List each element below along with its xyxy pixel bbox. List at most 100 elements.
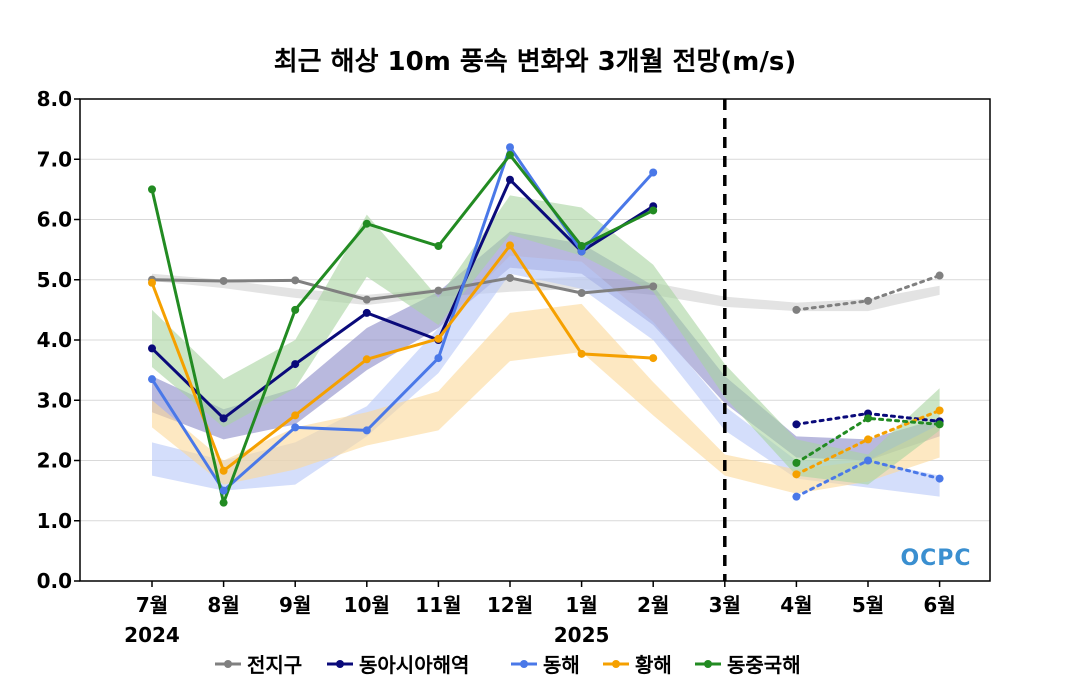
data-point (506, 151, 514, 160)
observed-line (150, 153, 654, 505)
data-point (219, 276, 228, 285)
chart-title: 최근 해상 10m 풍속 변화와 3개월 전망(m/s) (274, 47, 796, 77)
y-tick-label: 3.0 (37, 388, 72, 412)
legend-item: 동중국해 (695, 653, 801, 677)
data-point (577, 349, 586, 358)
y-axis-ticks: 0.0 1.0 2.0 3.0 4.0 5.0 6.0 7.0 8.0 (37, 87, 80, 593)
legend-label: 동아시아해역 (359, 653, 469, 677)
data-point (792, 420, 801, 429)
data-point (362, 219, 371, 228)
data-point (148, 278, 156, 287)
data-point (792, 492, 801, 501)
observed-line (150, 178, 655, 420)
uncertainty-band (152, 195, 940, 485)
legend: 전지구 동아시아해역 동해 황해 동중국해 (215, 653, 801, 677)
data-point (434, 242, 443, 251)
legend-marker (520, 660, 528, 668)
data-point (792, 458, 801, 467)
observed-line (151, 276, 654, 302)
y-tick-label: 5.0 (37, 268, 72, 292)
data-point (434, 286, 443, 295)
data-point (649, 354, 658, 363)
data-point (291, 423, 300, 432)
legend-marker (336, 660, 344, 668)
data-point (864, 414, 872, 423)
series-markers (148, 143, 944, 507)
data-point (362, 308, 371, 317)
x-tick-label: 12월 (487, 593, 533, 617)
data-point (649, 168, 658, 177)
data-point (935, 474, 944, 483)
data-point (649, 206, 658, 215)
data-point (434, 334, 443, 343)
y-tick-label: 6.0 (37, 208, 72, 232)
svg-text:OCPC: OCPC (900, 546, 971, 571)
y-tick-label: 7.0 (37, 147, 72, 171)
legend-marker (612, 660, 620, 668)
data-point (291, 411, 300, 420)
x-tick-label: 10월 (344, 593, 390, 617)
x-tick-label: 4월 (780, 593, 812, 617)
observed-line (150, 145, 655, 493)
legend-item: 황해 (603, 653, 672, 677)
x-tick-label: 5월 (852, 593, 884, 617)
x-tick-label: 2월 (637, 593, 669, 617)
data-point (362, 295, 371, 304)
data-point (864, 456, 872, 465)
x-tick-label: 6월 (923, 593, 955, 617)
data-point (649, 282, 658, 291)
x-tick-label: 7월 (136, 593, 168, 617)
y-tick-label: 1.0 (37, 509, 72, 533)
data-point (577, 242, 586, 251)
x-tick-label: 3월 (709, 593, 741, 617)
data-point (362, 355, 371, 364)
data-point (362, 426, 371, 435)
data-point (219, 486, 228, 495)
y-tick-label: 2.0 (37, 449, 72, 473)
data-point (291, 360, 300, 369)
legend-item: 전지구 (215, 653, 302, 677)
data-point (792, 305, 801, 314)
x-tick-label: 8월 (207, 593, 239, 617)
x-tick-label: 1월 (565, 593, 597, 617)
legend-label: 전지구 (247, 653, 302, 677)
y-tick-label: 8.0 (37, 87, 72, 111)
data-point (935, 406, 944, 415)
data-point (864, 435, 872, 444)
data-point (148, 375, 156, 384)
data-point (291, 276, 300, 285)
y-tick-label: 4.0 (37, 328, 72, 352)
data-point (864, 296, 872, 305)
x-axis-ticks: 7월 8월 9월 10월 11월 12월 1월 2월 3월 4월 5월 6월 2024 2025 (124, 581, 956, 647)
legend-item: 동아시아해역 (327, 653, 469, 677)
data-point (219, 466, 228, 475)
y-tick-label: 0.0 (37, 569, 72, 593)
observed-line (150, 243, 654, 473)
legend-label: 동중국해 (727, 653, 801, 677)
x-year-label: 2025 (554, 623, 610, 647)
x-tick-label: 11월 (415, 593, 461, 617)
legend-label: 동해 (543, 653, 580, 677)
ocpc-logo: OCPC (900, 545, 972, 571)
data-point (219, 414, 228, 423)
data-point (935, 271, 944, 280)
data-point (148, 185, 156, 194)
data-point (792, 470, 801, 479)
uncertainty-bands (152, 195, 940, 497)
data-point (219, 498, 228, 507)
legend-marker (704, 660, 712, 668)
legend-marker (224, 660, 232, 668)
data-point (506, 241, 514, 250)
x-year-label: 2024 (124, 623, 180, 647)
data-point (506, 273, 514, 282)
legend-item: 동해 (511, 653, 580, 677)
data-point (148, 344, 156, 353)
legend-label: 황해 (635, 653, 672, 677)
uncertainty-band (152, 303, 940, 494)
data-point (935, 420, 944, 429)
x-tick-label: 9월 (279, 593, 311, 617)
data-point (506, 143, 514, 152)
data-point (577, 289, 586, 298)
data-point (434, 354, 443, 363)
